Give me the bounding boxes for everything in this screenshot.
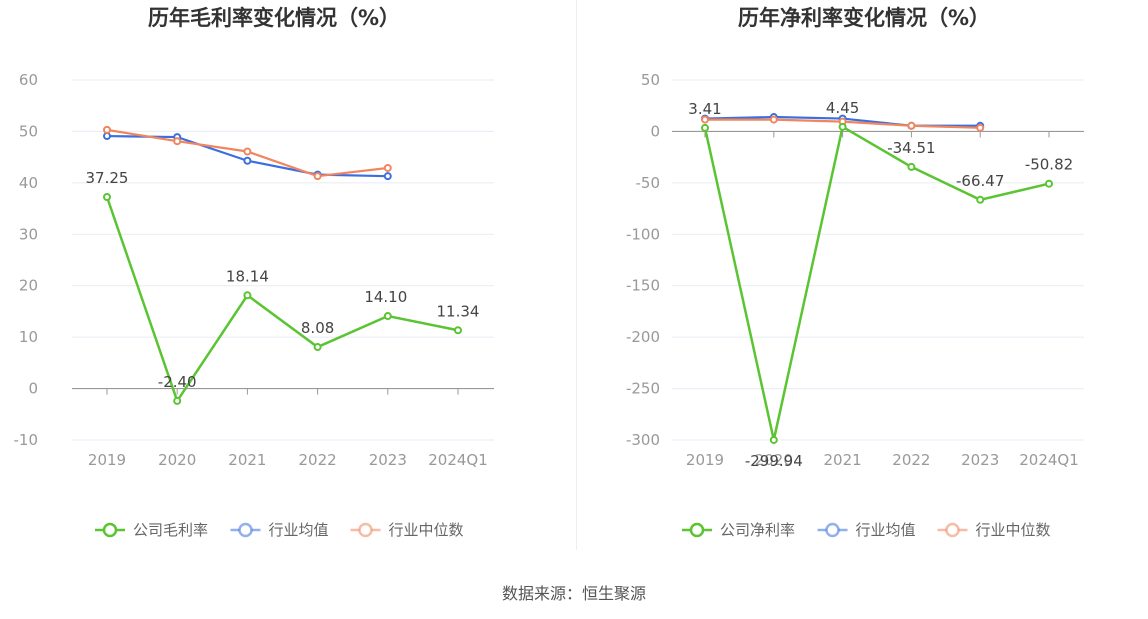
company-data-point — [907, 162, 916, 171]
data-label: 14.10 — [364, 288, 407, 306]
industry_avg-data-point — [243, 156, 252, 165]
data-label: 8.08 — [301, 319, 334, 337]
industry_avg-data-point — [103, 132, 111, 141]
company-data-point — [838, 122, 847, 131]
legend-label: 行业均值 — [856, 521, 916, 539]
legend-marker — [825, 522, 840, 538]
industry_median-data-point — [907, 121, 916, 130]
y-tick-label: 10 — [19, 328, 38, 346]
data-label: -50.82 — [1025, 156, 1073, 174]
data-label: -66.47 — [956, 172, 1004, 190]
company-data-point — [769, 435, 778, 444]
data-source-note: 数据来源：恒生聚源 — [501, 584, 646, 603]
industry_median-data-point — [769, 115, 778, 124]
company-data-point — [243, 291, 252, 300]
industry_avg-data-point — [383, 172, 392, 181]
company-data-point — [313, 343, 322, 352]
y-tick-label: 0 — [650, 122, 660, 140]
y-tick-label: -10 — [14, 431, 39, 449]
data-label: 37.25 — [86, 169, 129, 187]
chart-title: 历年净利率变化情况（%） — [738, 6, 990, 30]
y-tick-label: 40 — [19, 174, 38, 192]
x-tick-label: 2021 — [824, 451, 862, 469]
data-label: 18.14 — [226, 267, 269, 285]
legend-marker — [945, 522, 960, 538]
data-label: 3.41 — [688, 100, 721, 118]
legend-marker — [689, 522, 705, 538]
company-data-point — [383, 312, 392, 321]
x-tick-label: 2023 — [961, 451, 999, 469]
y-tick-label: 0 — [28, 380, 38, 398]
data-label: 4.45 — [826, 99, 859, 117]
data-label: 11.34 — [437, 302, 480, 320]
chart-title: 历年毛利率变化情况（%） — [148, 6, 400, 30]
x-tick-label: 2022 — [299, 451, 337, 469]
net-margin-chart-panel: 历年净利率变化情况（%） -300 -250 -200 -150 -100 -50 0 50 2… — [574, 0, 1148, 560]
legend-marker — [102, 522, 118, 538]
x-tick-label: 2024Q1 — [428, 451, 488, 469]
legend-label: 行业均值 — [269, 521, 329, 539]
x-tick-label: 2022 — [892, 451, 930, 469]
y-tick-label: 30 — [19, 225, 38, 243]
company-data-point — [454, 326, 462, 335]
x-tick-label: 2020 — [755, 451, 793, 469]
legend-label: 行业中位数 — [389, 521, 464, 539]
y-tick-label: 20 — [19, 277, 38, 295]
panel-divider — [576, 0, 577, 550]
y-tick-label: -250 — [626, 380, 660, 398]
company-data-point — [1045, 179, 1053, 188]
y-tick-label: 60 — [19, 71, 38, 89]
industry_median-data-point — [103, 125, 111, 134]
x-tick-label: 2023 — [369, 451, 407, 469]
gross-margin-chart-panel: 历年毛利率变化情况（%） -10 0 10 20 30 40 50 60 2019 2020 202… — [0, 0, 574, 560]
legend-marker — [358, 522, 373, 538]
industry_median-data-point — [173, 137, 182, 146]
industry_avg-series-line — [106, 134, 388, 178]
gross-margin-chart: 历年毛利率变化情况（%） -10 0 10 20 30 40 50 60 2019 2020 202… — [14, 6, 494, 539]
data-label: -299.94 — [745, 452, 803, 470]
industry_median-data-point — [383, 163, 392, 172]
legend-label: 行业中位数 — [976, 521, 1051, 539]
y-tick-label: -50 — [636, 174, 661, 192]
legend-label: 公司净利率 — [720, 521, 795, 539]
y-tick-label: -200 — [626, 328, 660, 346]
y-tick-label: -300 — [626, 431, 660, 449]
company-series-line — [105, 196, 459, 404]
x-tick-label: 2020 — [158, 451, 196, 469]
company-data-point — [976, 195, 985, 204]
x-tick-label: 2021 — [228, 451, 266, 469]
y-tick-label: -100 — [626, 225, 660, 243]
y-tick-label: 50 — [19, 122, 38, 140]
industry_median-data-point — [243, 147, 252, 156]
company-data-point — [173, 396, 182, 405]
x-tick-label: 2019 — [686, 451, 724, 469]
industry_median-data-point — [313, 172, 322, 181]
net-margin-chart: 历年净利率变化情况（%） -300 -250 -200 -150 -100 -50 0 50 2… — [626, 6, 1084, 539]
industry_median-data-point — [976, 123, 985, 132]
legend-label: 公司毛利率 — [133, 521, 208, 539]
y-tick-label: -150 — [626, 277, 660, 295]
data-label: -2.40 — [158, 373, 197, 391]
company-data-point — [103, 193, 111, 201]
industry_median-data-point — [701, 115, 709, 124]
x-tick-label: 2024Q1 — [1019, 451, 1079, 469]
y-tick-label: 50 — [641, 71, 660, 89]
data-label: -34.51 — [887, 139, 935, 157]
x-tick-label: 2019 — [88, 451, 126, 469]
company-series-line — [703, 124, 1050, 441]
company-data-point — [701, 123, 709, 132]
legend-marker — [238, 522, 253, 538]
